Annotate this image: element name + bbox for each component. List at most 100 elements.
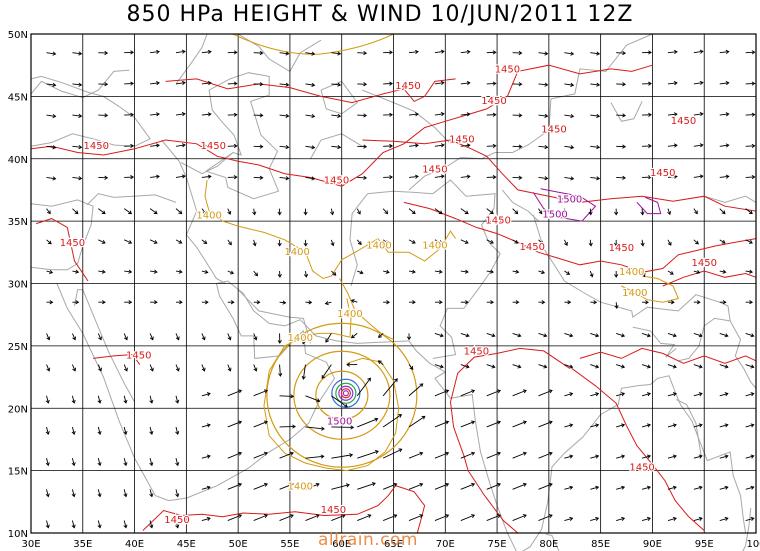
- wind-arrow-head: [648, 50, 652, 55]
- wind-arrow: [123, 489, 128, 498]
- wind-arrow: [538, 451, 553, 459]
- contour-1450: [579, 347, 757, 364]
- wind-arrow-shaft: [382, 208, 388, 214]
- wind-arrow-head: [252, 242, 257, 247]
- wind-arrow: [745, 332, 755, 338]
- wind-arrow-head: [725, 112, 730, 117]
- wind-arrow: [46, 114, 57, 119]
- wind-arrow: [123, 333, 128, 341]
- wind-arrow-head: [522, 514, 527, 518]
- wind-arrow: [175, 80, 186, 85]
- wind-arrow-head: [393, 482, 398, 487]
- wind-arrow-head: [238, 514, 243, 518]
- wind-arrow: [590, 145, 601, 150]
- wind-arrow: [460, 239, 469, 244]
- wind-arrow-shaft: [331, 177, 341, 180]
- wind-arrow-shaft: [512, 332, 521, 337]
- contour-label: 1500: [557, 194, 582, 205]
- wind-arrow: [719, 269, 727, 274]
- wind-arrow-shaft: [123, 520, 127, 528]
- wind-arrow-head: [253, 336, 258, 341]
- contour-label: 1450: [650, 168, 675, 179]
- wind-arrow-head: [722, 269, 727, 274]
- wind-arrow-head: [254, 272, 258, 277]
- wind-arrow: [719, 112, 730, 117]
- coastline: [310, 133, 363, 160]
- wind-arrow-shaft: [538, 483, 553, 490]
- wind-arrow-head: [123, 462, 128, 467]
- wind-arrow-head: [124, 367, 128, 372]
- wind-arrow: [301, 333, 306, 345]
- wind-arrow-head: [179, 300, 183, 305]
- wind-arrow-head: [614, 274, 619, 278]
- wind-arrow-head: [750, 454, 755, 459]
- wind-arrow-head: [278, 373, 283, 377]
- wind-arrow: [460, 174, 471, 179]
- wind-arrow: [538, 144, 549, 150]
- wind-arrow: [330, 208, 335, 216]
- wind-arrow-shaft: [253, 208, 256, 215]
- wind-arrow-shaft: [72, 270, 79, 273]
- wind-arrow-head: [206, 516, 211, 521]
- wind-arrow: [745, 208, 753, 215]
- wind-arrow-head: [394, 378, 398, 383]
- wind-arrow: [486, 239, 494, 244]
- wind-arrow: [97, 395, 102, 404]
- lon-tick-label: 35E: [73, 539, 92, 550]
- wind-arrow: [486, 208, 494, 215]
- wind-arrow-shaft: [745, 517, 754, 521]
- wind-arrow-shaft: [325, 301, 332, 305]
- wind-arrow-shaft: [149, 364, 154, 372]
- wind-arrow: [745, 81, 756, 86]
- wind-arrow-head: [646, 516, 651, 521]
- wind-arrow-head: [518, 50, 523, 56]
- wind-arrow: [641, 516, 651, 521]
- wind-arrow: [227, 451, 243, 459]
- wind-arrow-shaft: [72, 83, 82, 86]
- wind-arrow-head: [259, 144, 264, 149]
- wind-arrow: [693, 300, 701, 305]
- wind-arrow: [278, 364, 283, 377]
- wind-arrow-head: [751, 175, 756, 180]
- wind-arrow-head: [588, 242, 593, 247]
- wind-arrow: [719, 423, 729, 428]
- wind-arrow: [175, 143, 186, 148]
- wind-arrow-head: [256, 300, 261, 305]
- wind-arrow: [98, 144, 109, 149]
- wind-arrow: [71, 426, 76, 435]
- wind-arrow-shaft: [305, 514, 320, 521]
- wind-arrow: [745, 364, 755, 369]
- wind-arrow-head: [311, 176, 316, 181]
- wind-arrow-head: [330, 211, 335, 216]
- wind-arrow-shaft: [745, 364, 754, 368]
- wind-arrow-head: [492, 175, 497, 180]
- wind-arrow-shaft: [408, 208, 416, 214]
- wind-arrow: [693, 49, 704, 54]
- wind-arrow-head: [377, 334, 382, 338]
- wind-arrow-shaft: [616, 455, 625, 459]
- wind-arrow-shaft: [745, 270, 753, 273]
- wind-arrow-shaft: [201, 144, 211, 147]
- wind-arrow-head: [406, 336, 412, 341]
- wind-arrow-head: [750, 333, 755, 338]
- wind-arrow-head: [673, 112, 678, 117]
- wind-arrow-head: [614, 305, 619, 310]
- wind-arrow-head: [130, 175, 135, 180]
- wind-arrow: [124, 50, 135, 55]
- wind-arrow-shaft: [97, 333, 102, 340]
- wind-arrow-head: [595, 392, 600, 397]
- wind-arrow: [667, 208, 672, 216]
- wind-arrow-head: [438, 300, 443, 305]
- wind-arrow-head: [492, 112, 497, 117]
- wind-arrow: [305, 114, 316, 119]
- wind-arrow-head: [570, 113, 575, 119]
- wind-arrow: [279, 176, 290, 181]
- wind-arrow-shaft: [719, 175, 729, 178]
- wind-arrow: [434, 332, 444, 338]
- wind-arrow-head: [522, 451, 527, 456]
- wind-arrow: [719, 485, 729, 490]
- wind-arrow: [564, 300, 572, 305]
- wind-arrow-head: [621, 516, 626, 521]
- wind-arrow-head: [282, 300, 287, 305]
- wind-arrow: [149, 364, 154, 372]
